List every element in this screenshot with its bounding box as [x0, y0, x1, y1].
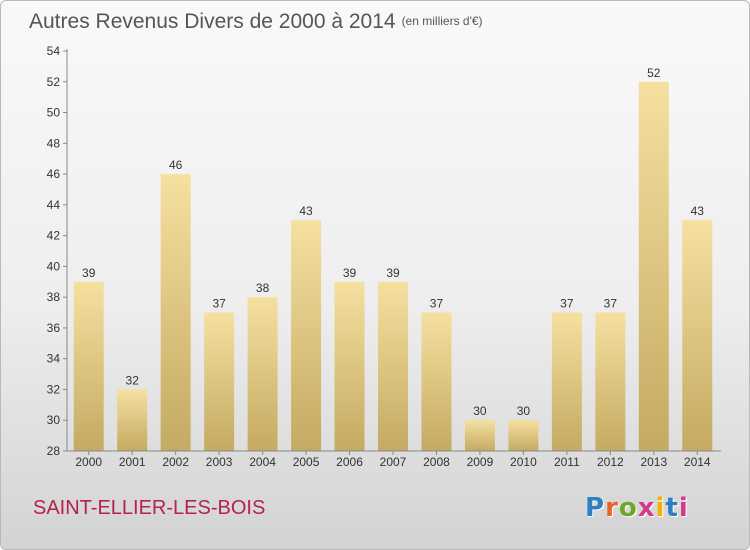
- data-label-2010: 30: [517, 404, 531, 418]
- y-tick-label-28: 28: [47, 444, 61, 458]
- chart-title: Autres Revenus Divers de 2000 à 2014 (en …: [29, 10, 483, 34]
- data-label-2002: 46: [169, 158, 183, 172]
- bar-2003: [204, 312, 235, 451]
- logo-letter: i: [678, 493, 689, 523]
- y-tick-label-54: 54: [47, 44, 61, 58]
- bar-2004: [247, 297, 278, 451]
- bar-2001: [117, 389, 148, 451]
- y-tick-label-46: 46: [47, 167, 61, 181]
- data-label-2004: 38: [256, 281, 270, 295]
- y-tick-label-44: 44: [47, 198, 61, 212]
- bar-2008: [421, 312, 452, 451]
- y-tick-label-50: 50: [47, 106, 61, 120]
- bar-2000: [73, 281, 104, 451]
- axes-group: 2000 2001 2002 2003 2004 2005 2006 2007 2008 2009…: [47, 44, 721, 469]
- x-tick-label-2000: 2000: [75, 455, 102, 469]
- proxiti-logo: Proxiti: [585, 493, 689, 523]
- bar-2009: [464, 420, 495, 451]
- bar-2011: [551, 312, 582, 451]
- data-label-2003: 37: [212, 297, 226, 311]
- x-tick-label-2005: 2005: [293, 455, 320, 469]
- data-label-2005: 43: [299, 204, 313, 218]
- logo-letter: i: [655, 493, 666, 523]
- x-tick-label-2004: 2004: [249, 455, 276, 469]
- x-tick-label-2009: 2009: [467, 455, 494, 469]
- chart-title-text: Autres Revenus Divers de 2000 à 2014: [29, 10, 396, 33]
- x-tick-label-2011: 2011: [554, 455, 580, 469]
- chart-subtitle: (en milliers d'€): [401, 14, 483, 28]
- data-label-2001: 32: [126, 373, 140, 387]
- y-tick-label-52: 52: [47, 75, 61, 89]
- logo-letter: t: [665, 493, 679, 523]
- data-label-2011: 37: [560, 297, 574, 311]
- bar-2002: [160, 174, 191, 452]
- bar-2010: [508, 420, 539, 451]
- x-tick-label-2006: 2006: [336, 455, 363, 469]
- logo-letter: P: [585, 493, 606, 523]
- data-label-2014: 43: [691, 204, 705, 218]
- data-label-2012: 37: [604, 297, 618, 311]
- bar-2012: [595, 312, 626, 451]
- data-label-2006: 39: [343, 266, 357, 280]
- data-label-2007: 39: [386, 266, 400, 280]
- bar-2006: [334, 281, 365, 451]
- bar-2013: [638, 81, 669, 452]
- y-tick-label-42: 42: [47, 229, 61, 243]
- x-tick-label-2002: 2002: [162, 455, 189, 469]
- x-tick-label-2001: 2001: [119, 455, 146, 469]
- x-tick-label-2007: 2007: [380, 455, 407, 469]
- data-label-2013: 52: [647, 66, 661, 80]
- data-label-2008: 37: [430, 297, 444, 311]
- data-label-2000: 39: [82, 266, 96, 280]
- x-tick-label-2003: 2003: [206, 455, 233, 469]
- x-tick-label-2010: 2010: [510, 455, 537, 469]
- y-tick-label-34: 34: [47, 352, 61, 366]
- commune-name: SAINT-ELLIER-LES-BOIS: [33, 497, 266, 519]
- bar-2007: [378, 281, 408, 451]
- y-tick-label-32: 32: [47, 382, 61, 396]
- logo-letter: x: [637, 493, 656, 523]
- bars-group: 39 32 46 37 38 43 39 39 37 30 30 37 37 52 43: [73, 66, 713, 452]
- y-tick-label-48: 48: [47, 136, 61, 150]
- data-label-2009: 30: [473, 404, 487, 418]
- logo-letter: r: [605, 493, 619, 523]
- x-tick-label-2013: 2013: [640, 455, 667, 469]
- y-tick-label-36: 36: [47, 321, 61, 335]
- y-tick-label-38: 38: [47, 290, 61, 304]
- y-tick-label-30: 30: [47, 413, 61, 427]
- y-tick-label-40: 40: [47, 259, 61, 273]
- x-tick-label-2008: 2008: [423, 455, 450, 469]
- x-tick-label-2012: 2012: [597, 455, 624, 469]
- bar-2014: [682, 220, 713, 451]
- x-tick-label-2014: 2014: [684, 455, 711, 469]
- logo-letter: o: [618, 493, 638, 523]
- bar-2005: [291, 220, 322, 451]
